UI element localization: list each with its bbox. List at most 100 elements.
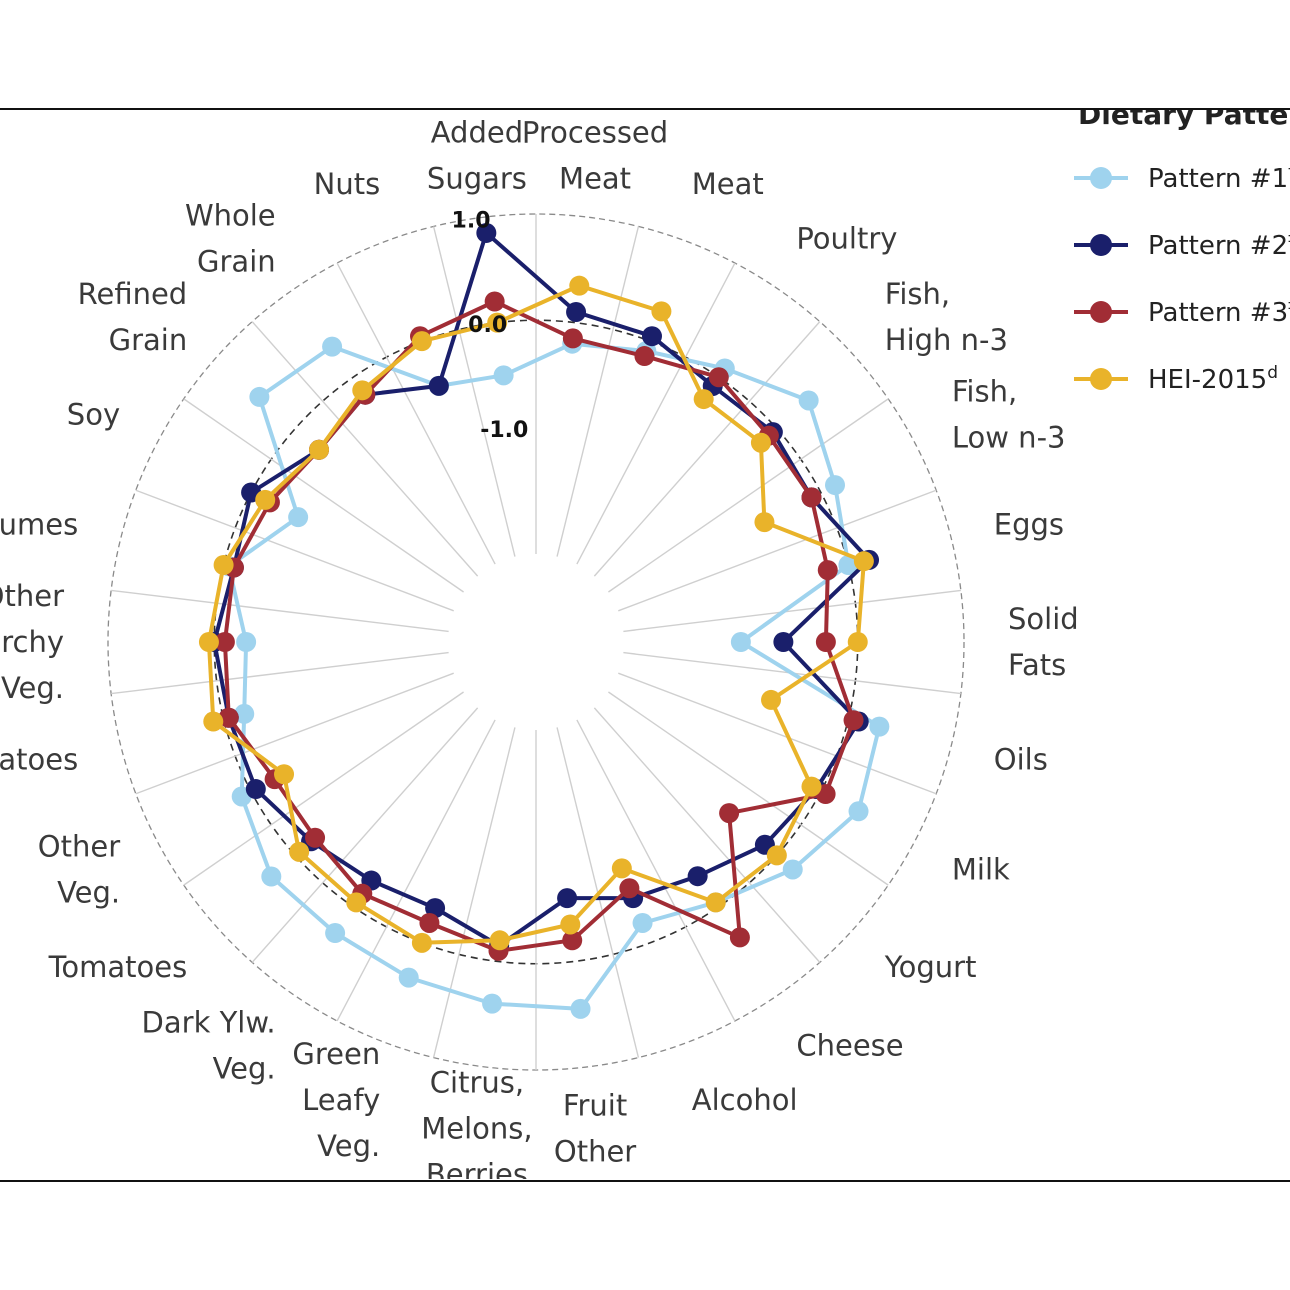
data-point-meat (634, 346, 655, 367)
radial-gridline (593, 321, 821, 577)
data-point-legumes (213, 555, 234, 576)
data-point-other-veg (245, 779, 266, 800)
inner-hole (448, 554, 624, 730)
data-point-soy (255, 489, 276, 510)
data-point-processed-meat (566, 302, 587, 323)
category-label-other-veg: Other Veg. (38, 830, 120, 910)
radial-gridline (432, 226, 516, 557)
radial-tick-labels: 1.0 0.0 -1.0 (452, 208, 529, 443)
category-label-poultry: Poultry (796, 222, 897, 256)
data-point-added-sugars (484, 291, 505, 312)
legend-item-pattern-3: Pattern #3‡ (1074, 296, 1290, 328)
radar-grid (107, 213, 965, 1071)
category-label-fish-high-n-3: Fish, High n-3 (885, 277, 1008, 357)
tick-label: -1.0 (480, 418, 528, 443)
category-label-tomatoes: Tomatoes (48, 950, 188, 984)
category-label-whole-grain: Whole Grain (185, 199, 276, 279)
tick-label: 1.0 (452, 208, 491, 233)
series-hei-2015 (198, 275, 874, 953)
data-point-tomatoes (305, 827, 326, 848)
radial-gridline (111, 589, 449, 633)
data-point-processed-meat (569, 275, 590, 296)
data-point-tomatoes (261, 866, 282, 887)
data-point-fish-high-n-3 (750, 432, 771, 453)
data-point-refined-grain (249, 386, 270, 407)
data-point-fruit-other (557, 888, 578, 909)
legend-swatch-dot (1090, 301, 1112, 323)
bottom-border-line (0, 1180, 1290, 1182)
category-label-fish-low-n-3: Fish, Low n-3 (952, 374, 1066, 454)
legend-swatch-dot (1090, 167, 1112, 189)
data-point-alcohol (619, 878, 640, 899)
data-point-fish-low-n-3 (825, 475, 846, 496)
data-point-whole-grain (322, 336, 343, 357)
data-point-added-sugars (493, 365, 514, 386)
data-point-other-starchy-veg (214, 632, 235, 652)
category-label-yogurt: Yogurt (884, 950, 977, 984)
data-point-cheese (729, 927, 750, 948)
category-labels: Processed Meat Meat Poultry Fish, High n-3 Fis… (0, 116, 1079, 1179)
legend-title: Dietary Pattern (1078, 98, 1290, 131)
category-label-eggs: Eggs (994, 508, 1064, 542)
data-point-cheese (687, 866, 708, 887)
data-point-eggs (838, 555, 859, 576)
radial-gridline (251, 321, 479, 577)
data-point-potatoes (203, 711, 224, 732)
legend-swatch-dot (1090, 234, 1112, 256)
category-label-legumes: Legumes (0, 508, 78, 542)
radial-gridline (183, 691, 464, 886)
data-point-solid-fats (730, 632, 751, 652)
radial-gridline (183, 398, 464, 593)
category-label-oils: Oils (994, 742, 1048, 776)
radial-gridline (251, 707, 479, 963)
data-point-alcohol (632, 912, 653, 933)
data-point-tomatoes (289, 841, 310, 862)
radial-gridline (608, 691, 889, 886)
data-point-green-leafy-veg (398, 967, 419, 988)
category-label-alcohol: Alcohol (692, 1083, 798, 1117)
legend-item-pattern-1: Pattern #1† (1074, 162, 1290, 194)
data-point-meat (641, 326, 662, 347)
data-point-milk (801, 776, 822, 797)
radial-gridline (556, 226, 640, 557)
radial-gridline (432, 727, 516, 1058)
legend-label: HEI-2015d (1148, 363, 1278, 395)
data-point-other-starchy-veg (198, 632, 219, 652)
category-label-added-sugars: Added Sugars (427, 116, 527, 196)
legend-label: Pattern #3‡ (1148, 296, 1290, 328)
category-label-fruit-other: Fruit Other (554, 1088, 636, 1168)
data-point-dark-ylw-veg (325, 923, 346, 944)
radial-gridline (618, 489, 937, 612)
data-point-yogurt (719, 803, 740, 824)
data-point-fruit-other (562, 930, 583, 951)
legend-label: Pattern #2‡ (1148, 229, 1290, 261)
legend: Dietary Pattern Pattern #1† Pattern #2‡ Pat… (1074, 98, 1290, 395)
data-point-cheese (705, 892, 726, 913)
data-point-green-leafy-veg (411, 932, 432, 953)
data-point-poultry (693, 389, 714, 410)
data-point-citrus-melons-berries (489, 930, 510, 951)
data-point-citrus-melons-berries (482, 993, 503, 1014)
radial-gridline (623, 589, 961, 633)
data-point-nuts (411, 331, 432, 352)
category-label-green-leafy-veg: Green Leafy Veg. (292, 1037, 380, 1163)
radial-gridline (576, 719, 736, 1022)
category-label-soy: Soy (67, 397, 120, 431)
data-point-solid-fats (815, 632, 836, 652)
data-point-processed-meat (562, 328, 583, 349)
legend-item-pattern-2: Pattern #2‡ (1074, 229, 1290, 261)
category-label-meat: Meat (692, 167, 764, 201)
data-point-nuts (428, 375, 449, 396)
data-point-fish-high-n-3 (798, 390, 819, 411)
radial-gridline (111, 651, 449, 695)
radial-gridline (135, 489, 454, 612)
data-point-oils (869, 716, 890, 737)
radial-gridline (336, 719, 496, 1022)
category-label-cheese: Cheese (796, 1028, 903, 1062)
radial-gridline (593, 707, 821, 963)
category-label-refined-grain: Refined Grain (78, 277, 188, 357)
data-point-poultry (708, 367, 729, 388)
data-point-yogurt (766, 845, 787, 866)
series-pattern-1 (218, 333, 890, 1019)
data-point-potatoes (234, 703, 255, 724)
